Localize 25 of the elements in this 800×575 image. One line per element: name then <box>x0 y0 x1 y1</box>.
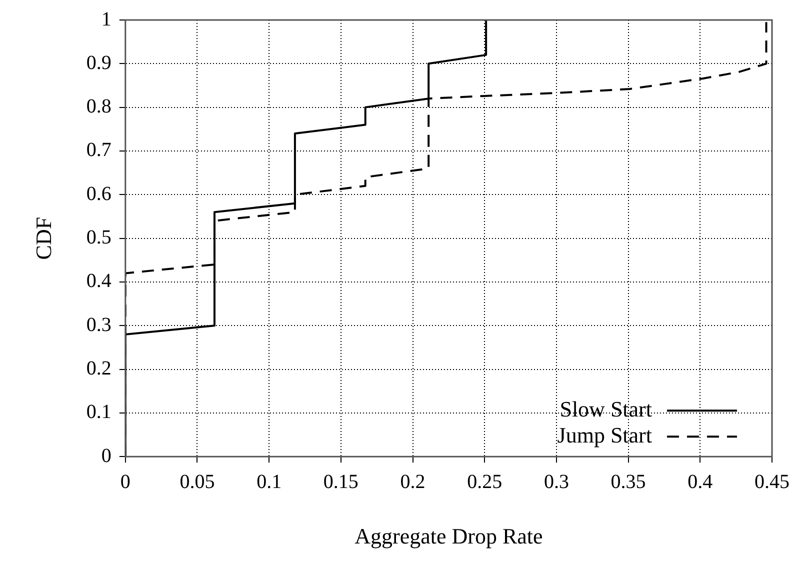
x-tick-label: 0.25 <box>467 470 502 493</box>
y-tick-label: 0.2 <box>86 358 112 380</box>
y-tick-label: 1 <box>101 8 112 30</box>
x-tick-label: 0 <box>120 470 130 493</box>
x-tick-label: 0.35 <box>610 470 646 493</box>
y-tick-label: 0.5 <box>86 226 112 249</box>
x-tick-label: 0.1 <box>256 470 282 493</box>
legend-label: Jump Start <box>557 422 652 448</box>
y-tick-label: 0.6 <box>86 182 112 205</box>
y-tick-label: 0.8 <box>86 96 112 118</box>
y-tick-label: 0.7 <box>86 139 112 162</box>
x-tick-label: 0.3 <box>544 470 569 493</box>
x-tick-label: 0.2 <box>400 470 426 493</box>
x-tick-label: 0.15 <box>323 470 358 493</box>
y-tick-label: 0 <box>101 444 112 467</box>
y-axis-title: CDF <box>30 216 56 260</box>
x-tick-label: 0.45 <box>754 470 790 493</box>
x-tick-label: 0.05 <box>180 470 215 493</box>
x-tick-label: 0.4 <box>688 470 713 493</box>
y-tick-label: 0.4 <box>86 270 112 292</box>
y-tick-label: 0.3 <box>86 314 112 336</box>
y-tick-label: 0.1 <box>86 401 112 424</box>
y-tick-label: 0.9 <box>86 52 112 74</box>
legend-label: Slow Start <box>560 396 652 422</box>
x-axis-title: Aggregate Drop Rate <box>354 524 543 549</box>
